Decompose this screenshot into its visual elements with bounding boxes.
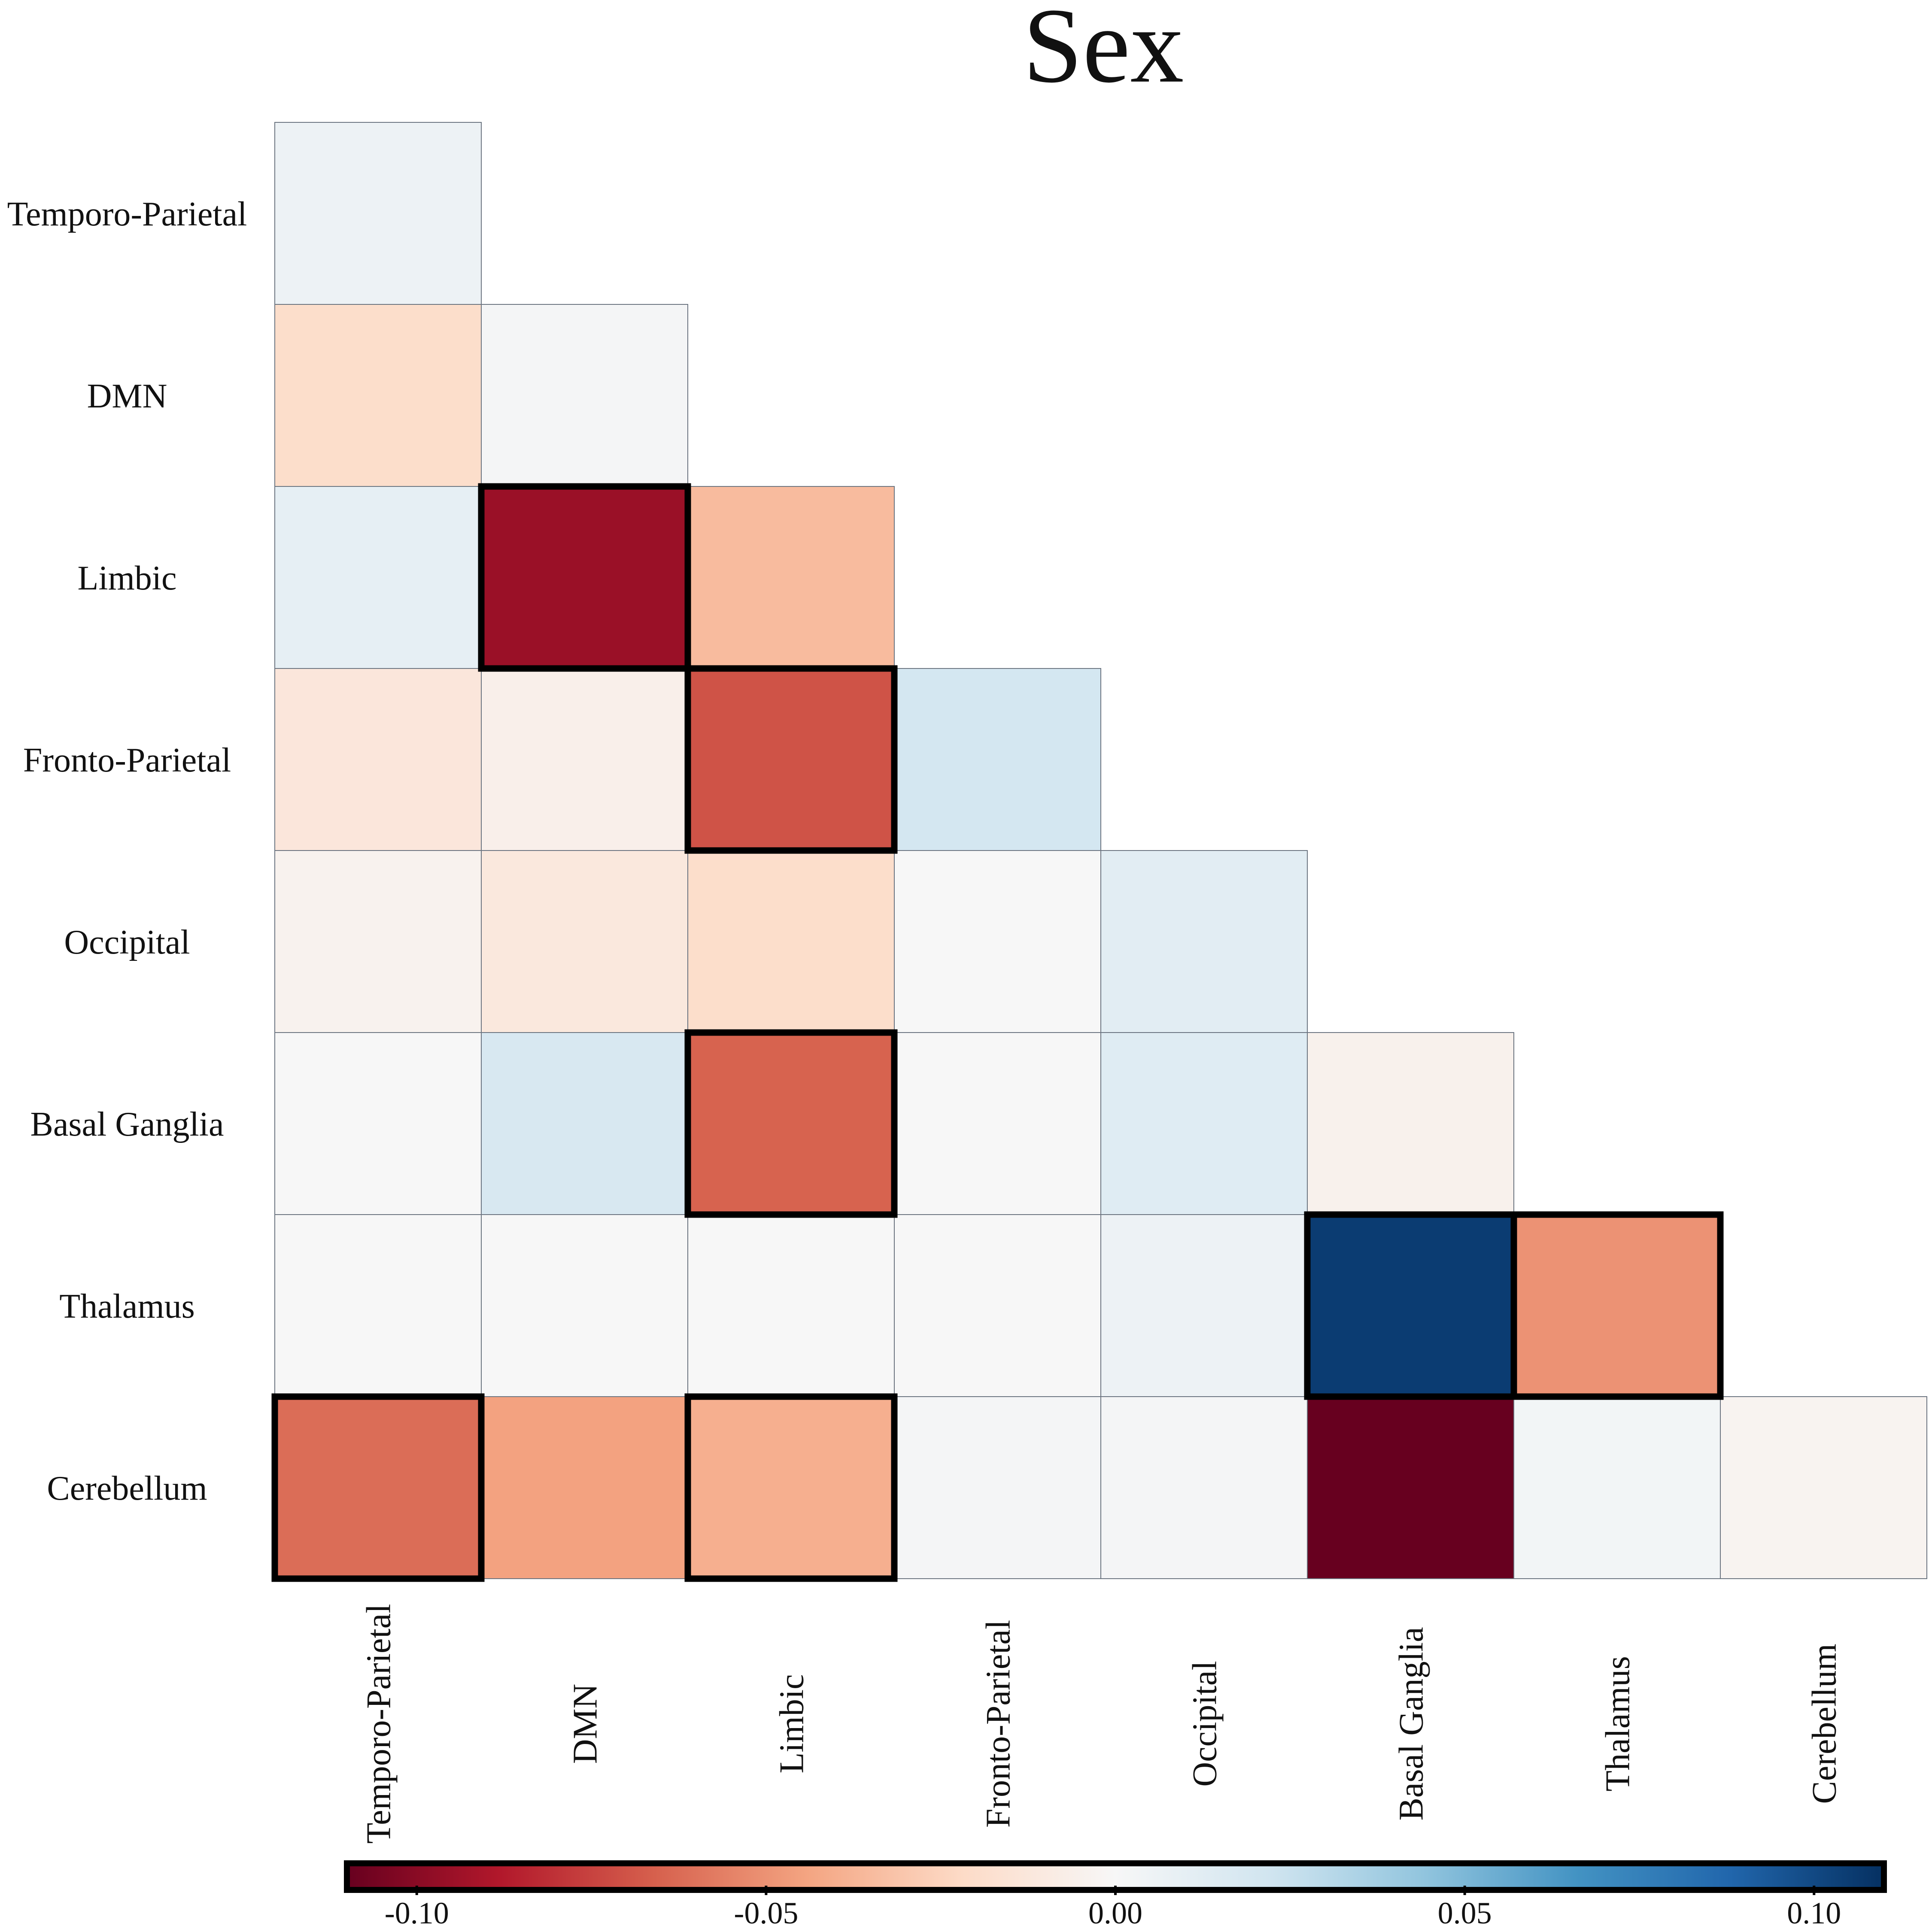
row-label-cerebellum: Cerebellum	[47, 1470, 207, 1507]
cell-occipital-dmn	[481, 851, 688, 1033]
heatmap-cells	[275, 122, 1927, 1579]
cell-limbic-limbic	[688, 486, 894, 668]
cell-occipital-temporo-parietal	[275, 851, 481, 1033]
cell-basal-ganglia-temporo-parietal	[275, 1033, 481, 1215]
cell-dmn-temporo-parietal	[275, 304, 481, 486]
column-label-dmn: DMN	[567, 1684, 605, 1764]
cell-thalamus-fronto-parietal	[894, 1215, 1101, 1397]
chart-title: Sex	[1023, 0, 1184, 105]
column-label-occipital: Occipital	[1186, 1661, 1224, 1786]
row-label-limbic: Limbic	[77, 559, 176, 597]
column-label-thalamus: Thalamus	[1599, 1656, 1637, 1791]
cell-thalamus-temporo-parietal	[275, 1215, 481, 1397]
column-labels: Temporo-Parietal DMN Limbic Fronto-Parietal…	[360, 1604, 1844, 1844]
cell-cerebellum-dmn	[481, 1397, 688, 1579]
cell-cerebellum-thalamus	[1514, 1397, 1720, 1579]
cell-thalamus-dmn	[481, 1215, 688, 1397]
cell-thalamus-occipital	[1101, 1215, 1307, 1397]
column-label-fronto-parietal: Fronto-Parietal	[980, 1620, 1018, 1828]
row-label-occipital: Occipital	[64, 923, 190, 961]
cell-fronto-parietal-limbic	[688, 668, 894, 851]
column-label-temporo-parietal: Temporo-Parietal	[360, 1604, 398, 1844]
cell-cerebellum-limbic	[688, 1397, 894, 1579]
cell-occipital-fronto-parietal	[894, 851, 1101, 1033]
cell-cerebellum-basal-ganglia	[1307, 1397, 1514, 1579]
cell-dmn-dmn	[481, 304, 688, 486]
cell-thalamus-basal-ganglia	[1307, 1215, 1514, 1397]
cell-occipital-limbic	[688, 851, 894, 1033]
cell-limbic-temporo-parietal	[275, 486, 481, 668]
colorbar-tick-label: 0.05	[1438, 1896, 1492, 1930]
cell-thalamus-limbic	[688, 1215, 894, 1397]
column-label-limbic: Limbic	[773, 1674, 811, 1773]
row-label-thalamus: Thalamus	[59, 1288, 194, 1325]
cell-fronto-parietal-fronto-parietal	[894, 668, 1101, 851]
colorbar: -0.10 -0.05 0.00 0.05 0.10	[347, 1863, 1884, 1930]
row-label-temporo-parietal: Temporo-Parietal	[7, 195, 247, 233]
cell-basal-ganglia-occipital	[1101, 1033, 1307, 1215]
cell-cerebellum-fronto-parietal	[894, 1397, 1101, 1579]
cell-fronto-parietal-dmn	[481, 668, 688, 851]
colorbar-tick-label: 0.00	[1088, 1896, 1142, 1930]
cell-thalamus-thalamus	[1514, 1215, 1720, 1397]
cell-occipital-occipital	[1101, 851, 1307, 1033]
colorbar-tick-label: -0.05	[734, 1896, 798, 1930]
cell-temporo-parietal-temporo-parietal	[275, 122, 481, 304]
cell-basal-ganglia-fronto-parietal	[894, 1033, 1101, 1215]
cell-basal-ganglia-dmn	[481, 1033, 688, 1215]
colorbar-tick-label: -0.10	[385, 1896, 449, 1930]
cell-cerebellum-cerebellum	[1720, 1397, 1927, 1579]
row-labels: Temporo-Parietal DMN Limbic Fronto-Parietal…	[7, 195, 247, 1507]
cell-fronto-parietal-temporo-parietal	[275, 668, 481, 851]
cell-basal-ganglia-basal-ganglia	[1307, 1033, 1514, 1215]
cell-limbic-dmn	[481, 486, 688, 668]
column-label-basal-ganglia: Basal Ganglia	[1393, 1627, 1431, 1821]
row-label-fronto-parietal: Fronto-Parietal	[23, 741, 231, 779]
cell-cerebellum-temporo-parietal	[275, 1397, 481, 1579]
cell-cerebellum-occipital	[1101, 1397, 1307, 1579]
column-label-cerebellum: Cerebellum	[1806, 1643, 1844, 1804]
colorbar-tick-label: 0.10	[1787, 1896, 1841, 1930]
row-label-dmn: DMN	[87, 377, 167, 415]
row-label-basal-ganglia: Basal Ganglia	[30, 1106, 224, 1143]
cell-basal-ganglia-limbic	[688, 1033, 894, 1215]
